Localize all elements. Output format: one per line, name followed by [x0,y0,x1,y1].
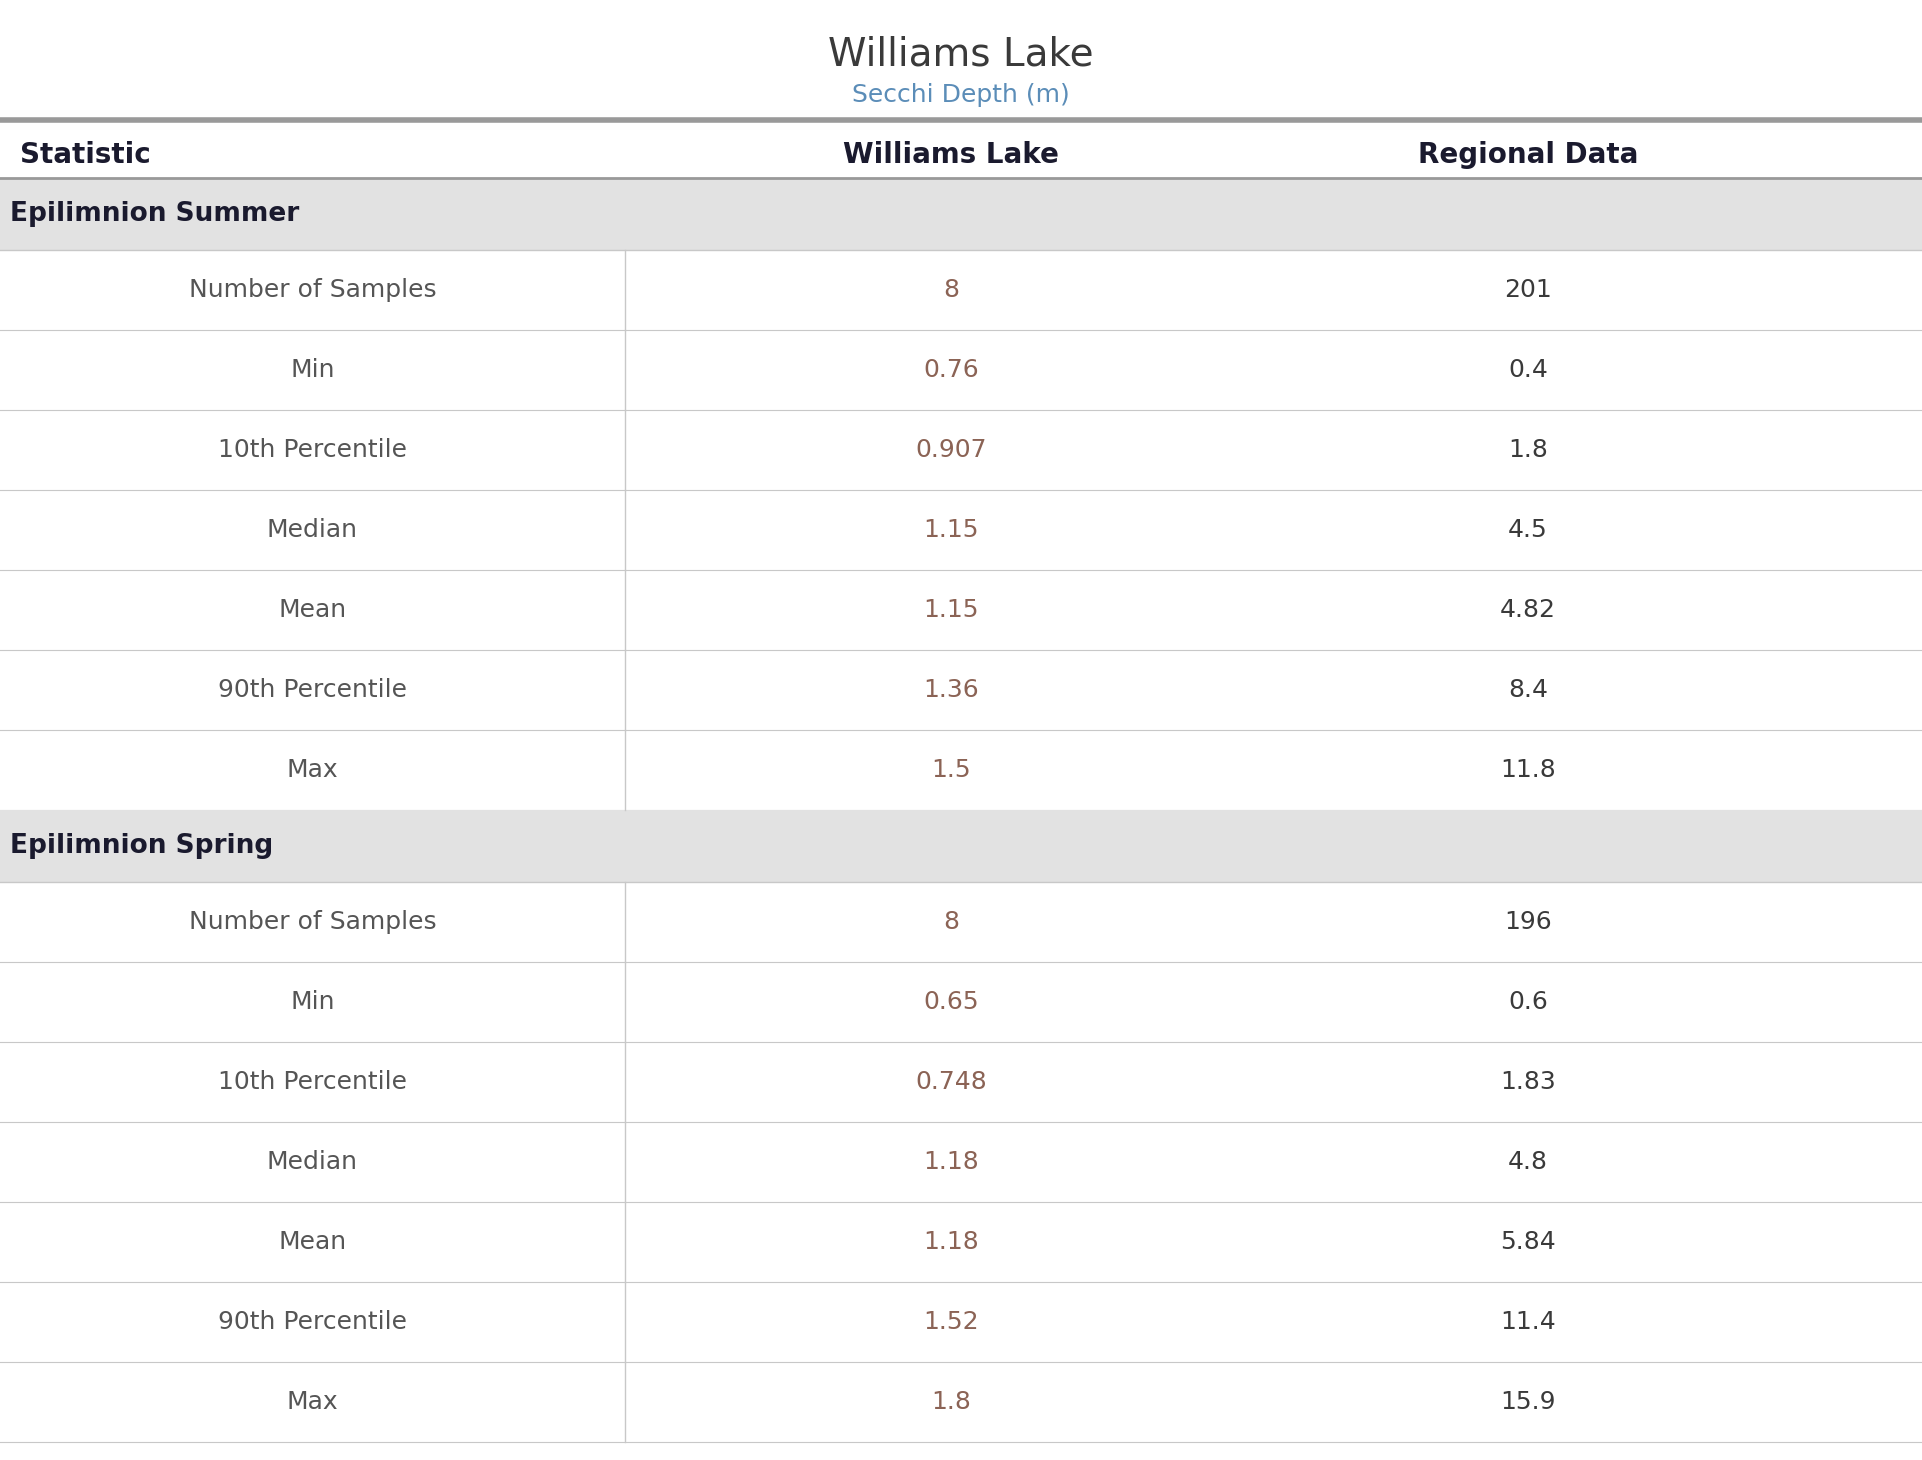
Text: 8: 8 [944,277,959,302]
Text: 4.5: 4.5 [1509,518,1547,542]
Text: 1.8: 1.8 [932,1390,971,1413]
Text: Williams Lake: Williams Lake [844,142,1059,169]
Text: 0.748: 0.748 [915,1070,988,1094]
Text: Statistic: Statistic [19,142,150,169]
Text: 1.15: 1.15 [924,599,978,622]
Bar [0,178,1922,250]
Text: 4.82: 4.82 [1499,599,1557,622]
Text: 10th Percentile: 10th Percentile [217,1070,407,1094]
Text: Min: Min [290,990,334,1015]
Text: Number of Samples: Number of Samples [188,910,436,934]
Text: 1.18: 1.18 [923,1229,980,1254]
Text: 8.4: 8.4 [1509,677,1547,702]
Text: 5.84: 5.84 [1499,1229,1557,1254]
Text: Median: Median [267,518,357,542]
Text: 0.907: 0.907 [915,438,988,461]
Text: 10th Percentile: 10th Percentile [217,438,407,461]
Text: 201: 201 [1505,277,1551,302]
Text: Number of Samples: Number of Samples [188,277,436,302]
Text: Median: Median [267,1150,357,1174]
Text: 1.36: 1.36 [923,677,980,702]
Text: 0.4: 0.4 [1509,358,1547,383]
Text: 1.83: 1.83 [1499,1070,1557,1094]
Text: Max: Max [286,1390,338,1413]
Text: 0.76: 0.76 [923,358,980,383]
Text: 196: 196 [1505,910,1551,934]
Text: 11.8: 11.8 [1499,758,1557,783]
Text: Regional Data: Regional Data [1418,142,1638,169]
Text: 1.8: 1.8 [1509,438,1547,461]
Text: 4.8: 4.8 [1509,1150,1547,1174]
Text: 1.5: 1.5 [932,758,971,783]
Text: Secchi Depth (m): Secchi Depth (m) [851,83,1071,107]
Text: Mean: Mean [279,599,346,622]
Text: 1.15: 1.15 [924,518,978,542]
Text: 1.18: 1.18 [923,1150,980,1174]
Text: Min: Min [290,358,334,383]
Text: 8: 8 [944,910,959,934]
Text: Epilimnion Spring: Epilimnion Spring [10,834,273,858]
Text: Max: Max [286,758,338,783]
Text: 90th Percentile: 90th Percentile [217,677,407,702]
Text: Williams Lake: Williams Lake [828,36,1094,74]
Bar [0,810,1922,882]
Text: 11.4: 11.4 [1499,1310,1557,1334]
Text: Mean: Mean [279,1229,346,1254]
Text: Epilimnion Summer: Epilimnion Summer [10,201,300,226]
Text: 0.6: 0.6 [1509,990,1547,1015]
Text: 15.9: 15.9 [1501,1390,1555,1413]
Text: 90th Percentile: 90th Percentile [217,1310,407,1334]
Text: 0.65: 0.65 [924,990,978,1015]
Text: 1.52: 1.52 [924,1310,978,1334]
